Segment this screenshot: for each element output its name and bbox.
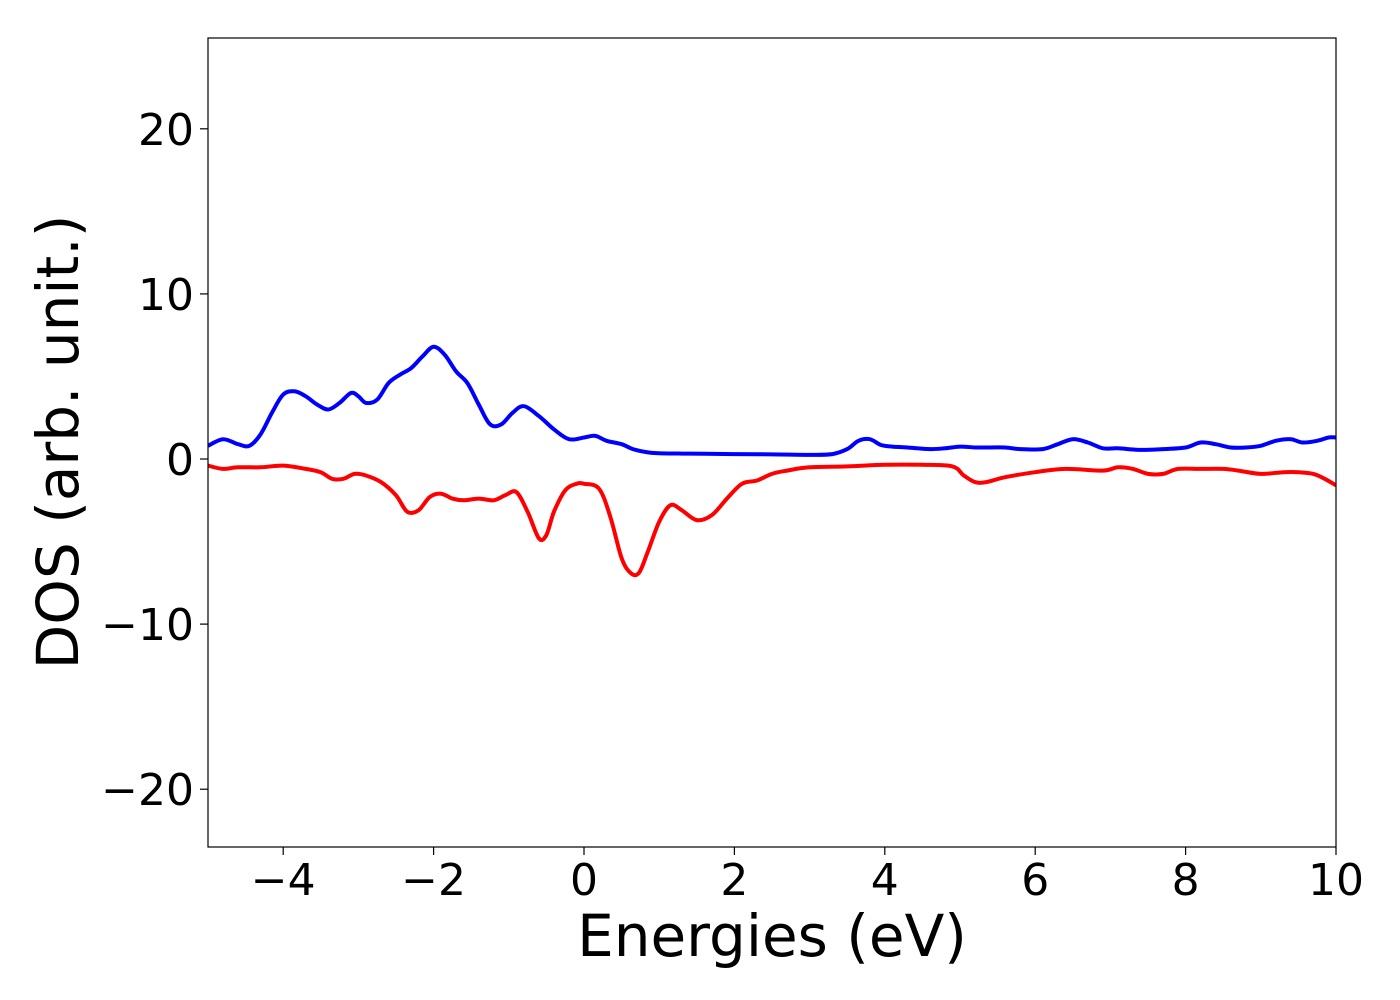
plot-area — [208, 344, 1336, 578]
x-axis-label: Energies (eV) — [577, 902, 967, 970]
y-tick-label: 20 — [138, 105, 194, 156]
x-tick-label: 6 — [1021, 855, 1049, 906]
y-tick-label: −10 — [101, 600, 194, 651]
y-axis-label: DOS (arb. unit.) — [24, 215, 92, 670]
x-tick-label: −4 — [251, 855, 316, 906]
x-axis: −4 −2 0 2 4 6 8 10 — [251, 847, 1364, 906]
x-tick-label: 0 — [570, 855, 598, 906]
series-line-1 — [208, 344, 1336, 457]
y-axis: −20 −10 0 10 20 — [101, 105, 208, 816]
y-tick-label: 0 — [166, 435, 194, 486]
y-tick-label: −20 — [101, 765, 194, 816]
series-line-2 — [208, 462, 1336, 578]
x-tick-label: 4 — [871, 855, 899, 906]
x-tick-label: 8 — [1172, 855, 1200, 906]
x-tick-label: −2 — [401, 855, 466, 906]
axes-frame — [207, 37, 1337, 848]
y-tick-label: 10 — [138, 270, 194, 321]
x-tick-label: 2 — [720, 855, 748, 906]
x-tick-label: 10 — [1308, 855, 1364, 906]
